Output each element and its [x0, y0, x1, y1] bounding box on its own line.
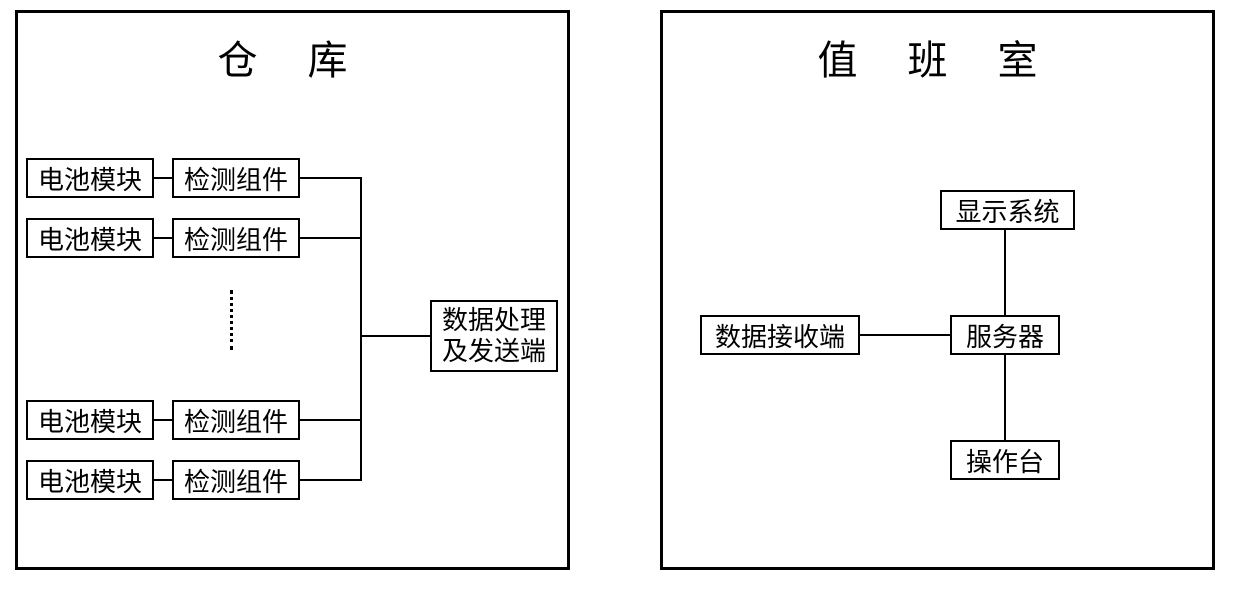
display-label: 显示系统	[955, 192, 1059, 229]
connector-line	[300, 479, 360, 481]
processing-label-2: 及发送端	[442, 336, 546, 367]
detector-label: 检测组件	[184, 402, 288, 439]
connector-line	[300, 177, 360, 179]
battery-label: 电池模块	[38, 402, 142, 439]
ellipsis-dots	[230, 290, 233, 350]
detector-box: 检测组件	[172, 218, 300, 258]
detector-label: 检测组件	[184, 462, 288, 499]
console-label: 操作台	[966, 442, 1044, 479]
battery-module-box: 电池模块	[26, 400, 154, 440]
battery-module-box: 电池模块	[26, 218, 154, 258]
display-system-box: 显示系统	[940, 190, 1075, 230]
battery-label: 电池模块	[38, 160, 142, 197]
connector-line	[1004, 230, 1006, 315]
connector-line	[154, 237, 172, 239]
connector-line	[860, 334, 950, 336]
data-processing-box: 数据处理 及发送端	[430, 300, 558, 372]
server-label: 服务器	[966, 317, 1044, 354]
connector-line	[1004, 355, 1006, 440]
processing-label-1: 数据处理	[442, 305, 546, 336]
server-box: 服务器	[950, 315, 1060, 355]
connector-line	[154, 419, 172, 421]
dutyroom-panel: 值 班 室	[660, 10, 1215, 570]
connector-line	[300, 237, 360, 239]
detector-box: 检测组件	[172, 158, 300, 198]
battery-label: 电池模块	[38, 220, 142, 257]
connector-line	[360, 335, 430, 337]
battery-module-box: 电池模块	[26, 158, 154, 198]
detector-label: 检测组件	[184, 220, 288, 257]
data-receiver-box: 数据接收端	[700, 315, 860, 355]
bus-line	[360, 177, 362, 481]
connector-line	[154, 177, 172, 179]
connector-line	[154, 479, 172, 481]
battery-module-box: 电池模块	[26, 460, 154, 500]
battery-label: 电池模块	[38, 462, 142, 499]
detector-label: 检测组件	[184, 160, 288, 197]
connector-line	[300, 419, 360, 421]
dutyroom-title: 值 班 室	[663, 13, 1212, 86]
receiver-label: 数据接收端	[715, 317, 845, 354]
detector-box: 检测组件	[172, 400, 300, 440]
warehouse-title: 仓 库	[18, 13, 567, 86]
console-box: 操作台	[950, 440, 1060, 480]
detector-box: 检测组件	[172, 460, 300, 500]
